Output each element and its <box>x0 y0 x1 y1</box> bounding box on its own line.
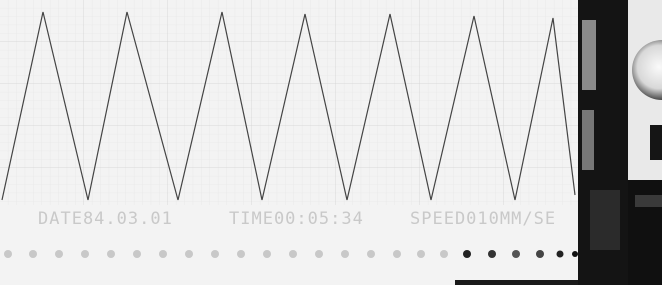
photo: DATE84.03.01 TIME00:05:34 SPEED010MM/SE <box>0 0 662 285</box>
time-stamp: TIME00:05:34 <box>229 209 364 229</box>
recorder-body <box>578 0 662 285</box>
speed-stamp: SPEED010MM/SE <box>410 209 556 229</box>
page: DATE84.03.01 TIME00:05:34 SPEED010MM/SE … <box>0 0 662 285</box>
major-grid <box>0 0 590 205</box>
date-stamp: DATE84.03.01 <box>38 209 173 229</box>
paper-edge <box>455 280 590 285</box>
